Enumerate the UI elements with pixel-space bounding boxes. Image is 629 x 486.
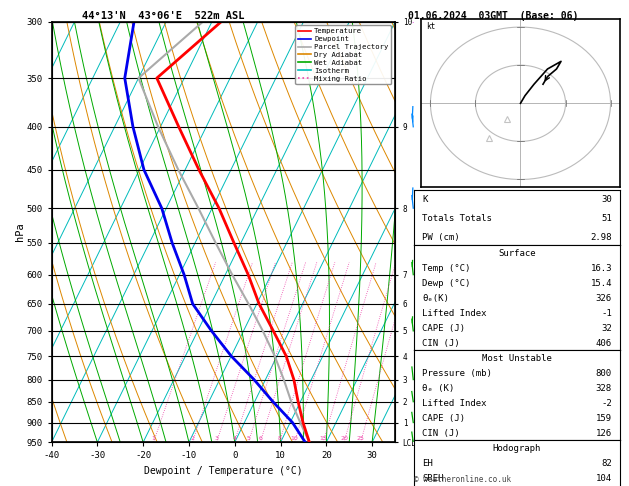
Text: 8: 8 <box>277 435 281 441</box>
Text: 326: 326 <box>596 294 612 303</box>
Text: Lifted Index: Lifted Index <box>422 309 487 318</box>
Y-axis label: km
ASL: km ASL <box>418 225 437 240</box>
Text: 159: 159 <box>596 414 612 423</box>
Text: 10: 10 <box>291 435 298 441</box>
Text: Most Unstable: Most Unstable <box>482 354 552 363</box>
Text: 32: 32 <box>601 324 612 333</box>
Text: Surface: Surface <box>498 249 536 258</box>
Text: Temp (°C): Temp (°C) <box>422 264 470 273</box>
Text: 5: 5 <box>247 435 250 441</box>
Text: 4: 4 <box>232 435 237 441</box>
Text: CAPE (J): CAPE (J) <box>422 414 465 423</box>
Text: 20: 20 <box>340 435 348 441</box>
Text: CAPE (J): CAPE (J) <box>422 324 465 333</box>
Text: 30: 30 <box>601 195 612 204</box>
Text: Dewp (°C): Dewp (°C) <box>422 279 470 288</box>
Text: Lifted Index: Lifted Index <box>422 399 487 408</box>
Text: -2: -2 <box>601 399 612 408</box>
Text: -1: -1 <box>601 309 612 318</box>
Text: 1: 1 <box>152 435 155 441</box>
Text: 406: 406 <box>596 339 612 347</box>
Text: Hodograph: Hodograph <box>493 444 541 452</box>
Text: 126: 126 <box>596 429 612 437</box>
Text: kt: kt <box>426 22 435 31</box>
Text: 82: 82 <box>601 459 612 468</box>
Text: Pressure (mb): Pressure (mb) <box>422 369 492 378</box>
Text: 44°13'N  43°06'E  522m ASL: 44°13'N 43°06'E 522m ASL <box>82 11 244 21</box>
Text: 2: 2 <box>191 435 194 441</box>
Text: EH: EH <box>422 459 433 468</box>
Text: SREH: SREH <box>422 474 443 483</box>
Legend: Temperature, Dewpoint, Parcel Trajectory, Dry Adiabat, Wet Adiabat, Isotherm, Mi: Temperature, Dewpoint, Parcel Trajectory… <box>296 25 391 85</box>
Text: 800: 800 <box>596 369 612 378</box>
Text: PW (cm): PW (cm) <box>422 232 460 242</box>
X-axis label: Dewpoint / Temperature (°C): Dewpoint / Temperature (°C) <box>144 466 303 476</box>
Text: 25: 25 <box>357 435 365 441</box>
Text: CIN (J): CIN (J) <box>422 339 460 347</box>
Text: 2.98: 2.98 <box>591 232 612 242</box>
Text: 15.4: 15.4 <box>591 279 612 288</box>
Text: 3: 3 <box>214 435 218 441</box>
Text: 15: 15 <box>320 435 327 441</box>
Text: 16.3: 16.3 <box>591 264 612 273</box>
Y-axis label: hPa: hPa <box>15 223 25 242</box>
Text: 6: 6 <box>259 435 262 441</box>
Text: 01.06.2024  03GMT  (Base: 06): 01.06.2024 03GMT (Base: 06) <box>408 11 578 21</box>
Text: 328: 328 <box>596 383 612 393</box>
Text: θₑ (K): θₑ (K) <box>422 383 454 393</box>
Text: 51: 51 <box>601 214 612 223</box>
Text: K: K <box>422 195 428 204</box>
Text: Totals Totals: Totals Totals <box>422 214 492 223</box>
Text: © weatheronline.co.uk: © weatheronline.co.uk <box>414 475 511 484</box>
Text: CIN (J): CIN (J) <box>422 429 460 437</box>
Text: 104: 104 <box>596 474 612 483</box>
Text: θₑ(K): θₑ(K) <box>422 294 449 303</box>
